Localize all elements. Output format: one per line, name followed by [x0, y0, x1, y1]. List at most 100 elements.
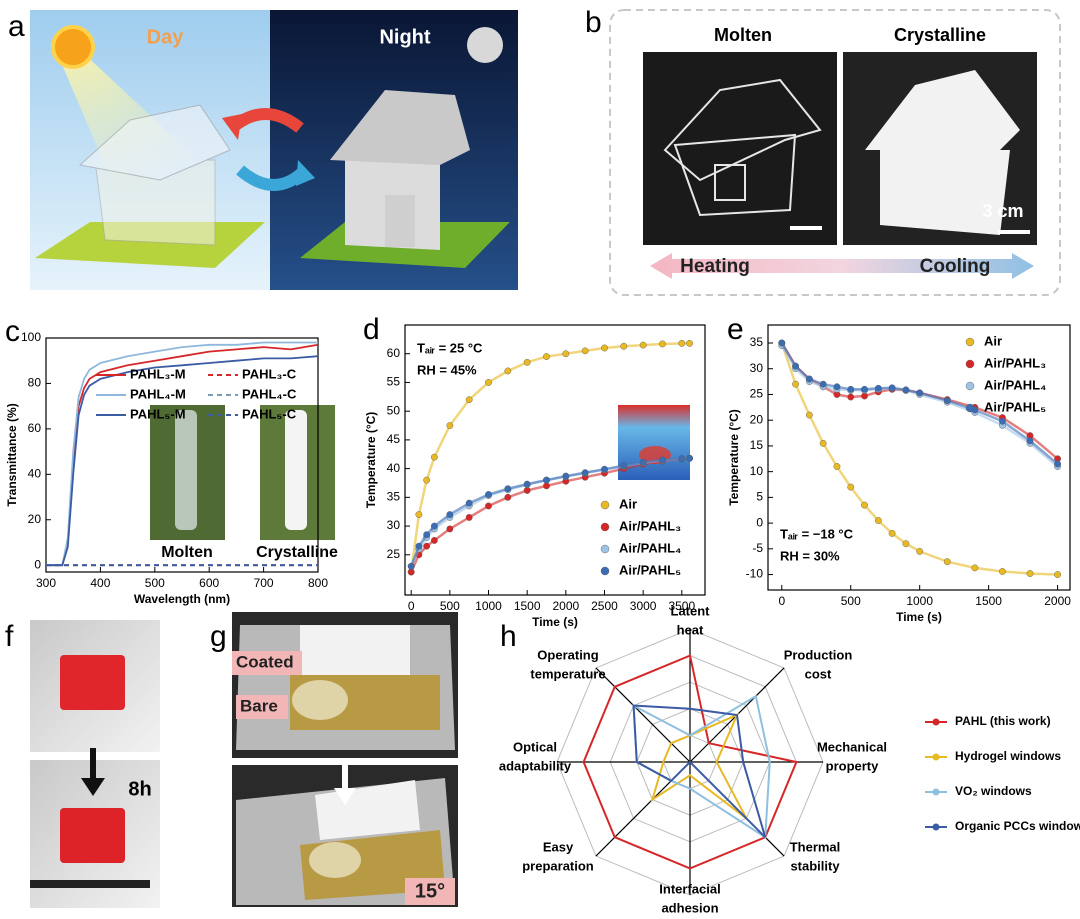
y-tick-label: 5: [756, 490, 763, 504]
night-house: [330, 90, 470, 250]
data-point: [581, 469, 589, 477]
molten-photo: [643, 52, 837, 245]
moon: [467, 27, 503, 63]
data-point: [792, 380, 799, 388]
data-point: [446, 422, 454, 429]
vial: [175, 410, 197, 530]
legend-label: PAHL₃-C: [242, 366, 297, 381]
data-point: [805, 411, 813, 419]
axis-label: Latent: [671, 603, 711, 618]
data-point: [1026, 570, 1034, 577]
data-point: [423, 542, 431, 550]
data-point: [415, 511, 423, 518]
data-point: [562, 472, 570, 480]
data-point: [430, 453, 438, 461]
legend-marker: [932, 753, 940, 761]
sample: [60, 808, 125, 863]
data-point: [620, 342, 628, 350]
data-point: [504, 485, 512, 493]
plot-frame: [767, 324, 1071, 591]
data-point: [485, 491, 492, 498]
arrowhead: [296, 160, 315, 186]
data-point: [874, 384, 882, 392]
data-point: [446, 511, 454, 518]
legend-label: VO₂ windows: [955, 784, 1032, 798]
data-point: [805, 375, 813, 383]
y-tick-label: 20: [28, 512, 42, 526]
data-point: [833, 463, 841, 470]
series-line: [780, 342, 1059, 465]
heating-label: Heating: [680, 256, 750, 277]
data-point: [543, 353, 550, 360]
legend-marker: [600, 522, 610, 532]
day-label: Day: [147, 26, 185, 48]
thermal-image: [618, 405, 690, 480]
data-point: [847, 393, 855, 401]
data-point: [659, 340, 666, 348]
data-point: [861, 385, 868, 393]
data-point: [678, 455, 686, 463]
panel-letter: c: [5, 315, 20, 348]
axis-label: Easy: [543, 839, 574, 854]
bare-sample: [309, 842, 361, 878]
night-label: Night: [379, 26, 430, 48]
data-point: [847, 385, 855, 393]
y-tick-label: 0: [756, 515, 763, 529]
x-tick-label: 600: [199, 576, 219, 590]
data-point: [601, 465, 608, 473]
data-point: [916, 389, 924, 397]
y-tick-label: 25: [387, 547, 401, 561]
data-point: [1054, 460, 1061, 468]
label-bg: [405, 878, 455, 905]
data-point: [639, 341, 647, 349]
data-point: [423, 476, 431, 484]
y-axis-label: Temperature (°C): [727, 409, 741, 506]
y-tick-label: 60: [387, 346, 401, 360]
legend-label: Air/PAHL₄: [984, 377, 1046, 392]
x-tick-label: 700: [254, 576, 274, 590]
data-point: [523, 487, 531, 494]
axis-label: temperature: [530, 666, 605, 681]
axis-label: adhesion: [661, 900, 718, 915]
x-tick-label: 300: [36, 576, 56, 590]
cooling-label: Cooling: [920, 256, 991, 277]
molten-title: Molten: [714, 25, 772, 45]
legend-marker: [965, 403, 975, 413]
axis-label: cost: [805, 666, 832, 681]
legend-label: PAHL (this work): [955, 714, 1051, 728]
data-point: [778, 339, 786, 347]
legend-marker: [600, 544, 610, 554]
scale-bar: [30, 880, 150, 888]
axis-label: stability: [790, 858, 840, 873]
x-axis-label: Wavelength (nm): [134, 592, 230, 606]
data-point: [562, 350, 570, 358]
series-line: [46, 341, 318, 567]
inset-label: Molten: [161, 544, 213, 561]
y-tick-label: 80: [28, 376, 42, 390]
annotation: Tₐᵢᵣ = 25 °C: [417, 340, 483, 355]
data-point: [465, 499, 473, 507]
y-tick-label: -10: [746, 567, 764, 581]
panel-d-inset: d: [363, 313, 690, 480]
legend-label: Air/PAHL₃: [984, 355, 1046, 370]
data-point: [620, 462, 628, 470]
data-point: [430, 522, 438, 530]
panel-f: 8h f: [5, 620, 160, 908]
panel-frame: [609, 9, 1061, 296]
y-tick-label: 100: [21, 330, 41, 344]
data-point: [686, 339, 693, 347]
legend-label: PAHL₄-C: [242, 386, 297, 401]
data-point: [847, 483, 855, 491]
y-tick-label: -5: [752, 541, 763, 555]
legend-label: Air/PAHL₅: [984, 399, 1046, 414]
data-point: [792, 362, 799, 370]
legend-marker: [932, 718, 940, 726]
y-tick-label: 50: [387, 403, 401, 417]
y-tick-label: 35: [387, 490, 401, 504]
radar-series: [650, 713, 748, 820]
panel-letter: h: [500, 620, 517, 653]
axis-label: Operating: [537, 647, 598, 662]
annotation: RH = 30%: [780, 548, 840, 563]
x-tick-label: 1500: [975, 594, 1002, 608]
data-point: [465, 396, 473, 404]
